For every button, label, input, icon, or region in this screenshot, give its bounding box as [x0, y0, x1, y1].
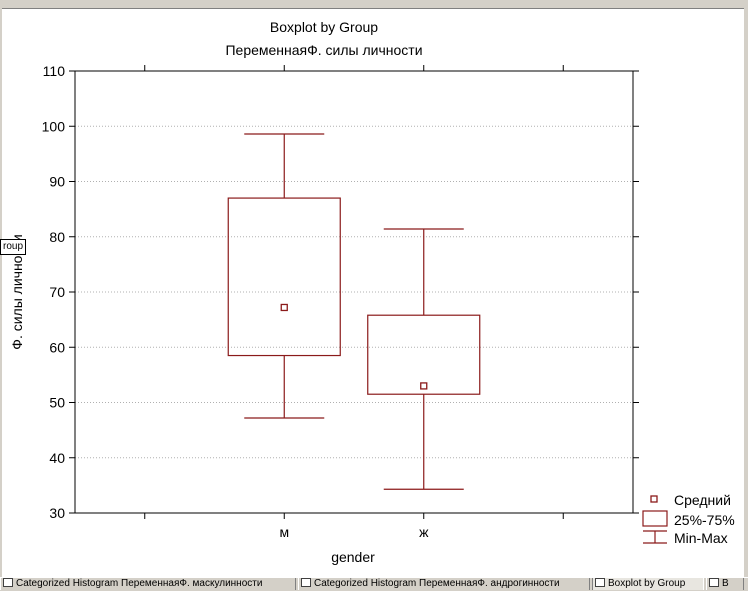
- x-axis-label: gender: [331, 549, 375, 565]
- legend-box-label: 25%-75%: [674, 512, 735, 528]
- task-tab-label: Categorized Histogram ПеременнаяФ. маску…: [16, 578, 263, 589]
- iqr-box: [227, 197, 341, 357]
- chart-window-icon: [301, 578, 311, 587]
- grid-lines: [75, 125, 633, 459]
- task-tab-androgyny[interactable]: Categorized Histogram ПеременнаяФ. андро…: [298, 578, 590, 590]
- y-axis-label: Ф. силы личности: [9, 234, 25, 349]
- chart-window-icon: [595, 578, 605, 587]
- window-top-border: [0, 0, 748, 9]
- y-tick-label: 70: [49, 284, 65, 300]
- box-group-1: [227, 133, 341, 419]
- box-group-2: [367, 228, 481, 490]
- y-tick-label: 40: [49, 450, 65, 466]
- task-tab-label: Boxplot by Group: [608, 578, 686, 589]
- box-groups: [227, 133, 481, 490]
- iqr-box: [367, 314, 481, 395]
- window-left-border: [0, 8, 2, 578]
- side-tag[interactable]: roup: [0, 239, 27, 255]
- task-tab-label: Categorized Histogram ПеременнаяФ. андро…: [314, 578, 560, 589]
- y-tick-label: 30: [49, 505, 65, 521]
- chart-subtitle: ПеременнаяФ. силы личности: [225, 42, 422, 58]
- y-axis: 30 40 50 60 70 80 90 100 110: [42, 63, 639, 521]
- chart-window-icon: [3, 578, 13, 587]
- legend-whisker-label: Min-Max: [674, 530, 728, 546]
- task-tab-label: B: [722, 578, 729, 589]
- boxplot-chart: Boxplot by Group ПеременнаяФ. силы лично…: [9, 19, 735, 565]
- taskbar: Categorized Histogram ПеременнаяФ. маску…: [0, 577, 748, 591]
- x-tick-label: м: [279, 524, 289, 540]
- chart-window-icon: [709, 578, 719, 587]
- window-right-border: [744, 0, 748, 578]
- task-tab-extra[interactable]: B: [706, 578, 744, 590]
- y-tick-label: 90: [49, 174, 65, 190]
- mean-marker: [420, 382, 428, 390]
- task-tab-boxplot[interactable]: Boxplot by Group: [592, 578, 704, 590]
- legend-box-marker: [642, 510, 668, 527]
- y-tick-label: 110: [43, 63, 66, 79]
- mean-marker: [280, 303, 288, 312]
- y-tick-label: 60: [49, 339, 65, 355]
- legend: Средний 25%-75% Min-Max: [642, 492, 735, 546]
- y-tick-label: 100: [42, 118, 66, 134]
- task-tab-masculinity[interactable]: Categorized Histogram ПеременнаяФ. маску…: [0, 578, 296, 590]
- chart-title: Boxplot by Group: [270, 19, 378, 35]
- legend-mean-marker: [650, 495, 658, 503]
- y-tick-label: 50: [49, 395, 65, 411]
- x-tick-label: ж: [419, 524, 429, 540]
- legend-whisker-marker: [643, 530, 667, 544]
- legend-mean-label: Средний: [674, 492, 731, 508]
- y-tick-label: 80: [49, 229, 65, 245]
